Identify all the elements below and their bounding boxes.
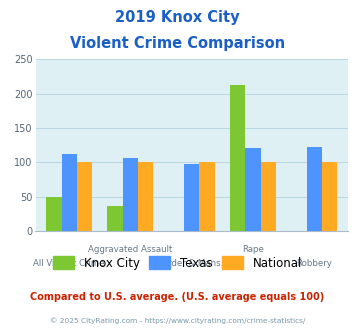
Bar bbox=[46, 197, 61, 231]
Text: All Violent Crime: All Violent Crime bbox=[33, 259, 105, 268]
Bar bbox=[77, 162, 92, 231]
Bar bbox=[138, 162, 153, 231]
Bar bbox=[230, 85, 245, 231]
Bar bbox=[322, 162, 337, 231]
Text: © 2025 CityRating.com - https://www.cityrating.com/crime-statistics/: © 2025 CityRating.com - https://www.city… bbox=[50, 317, 305, 324]
Bar bbox=[184, 164, 200, 231]
Text: Robbery: Robbery bbox=[296, 259, 332, 268]
Text: Compared to U.S. average. (U.S. average equals 100): Compared to U.S. average. (U.S. average … bbox=[31, 292, 324, 302]
Text: 2019 Knox City: 2019 Knox City bbox=[115, 10, 240, 25]
Text: Murder & Mans...: Murder & Mans... bbox=[155, 259, 229, 268]
Text: Rape: Rape bbox=[242, 245, 264, 254]
Bar bbox=[123, 158, 138, 231]
Bar bbox=[200, 162, 215, 231]
Legend: Knox City, Texas, National: Knox City, Texas, National bbox=[48, 252, 307, 274]
Text: Violent Crime Comparison: Violent Crime Comparison bbox=[70, 36, 285, 51]
Bar bbox=[108, 206, 123, 231]
Text: Aggravated Assault: Aggravated Assault bbox=[88, 245, 173, 254]
Bar bbox=[261, 162, 276, 231]
Bar bbox=[61, 154, 77, 231]
Bar bbox=[245, 148, 261, 231]
Bar bbox=[307, 147, 322, 231]
